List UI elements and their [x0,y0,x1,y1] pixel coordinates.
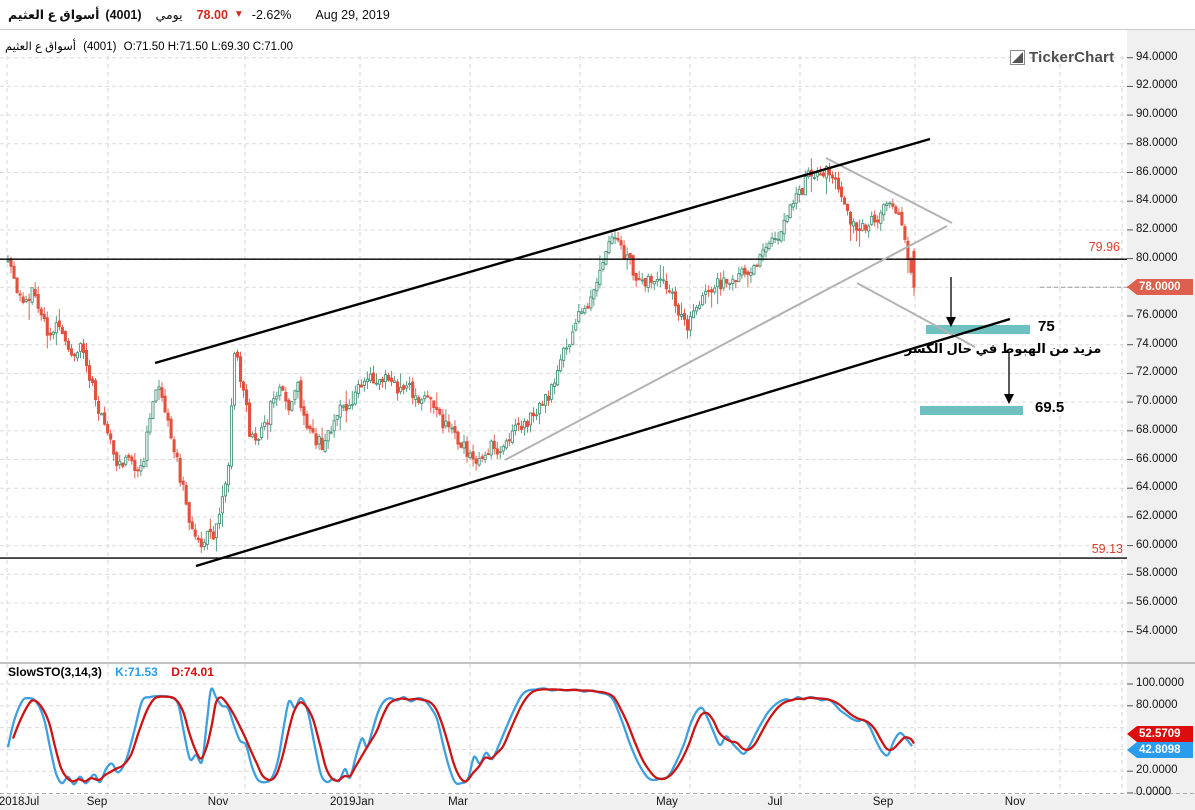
time-axis-label: Nov [1004,796,1026,808]
breakdown-note: مزيد من الهبوط في حال الكسر [904,341,1102,356]
time-axis-label: Sep [872,796,894,808]
tickerchart-logo-icon [1010,50,1025,65]
stoch-tick-label: 0.0000 [1136,786,1172,798]
price-tick-label: 72.0000 [1136,366,1178,379]
stoch-name: SlowSTO(3,14,3) [8,665,102,679]
price-tick-label: 60.0000 [1136,538,1178,551]
price-tick-label: 76.0000 [1136,309,1178,321]
stoch-k-badge: 42.8098 [1127,742,1193,758]
time-axis-label: 2018Jul [0,796,40,808]
chart-symbol-name: أسواق ع العثيم [5,41,76,53]
stoch-d-value: D:74.01 [171,665,214,679]
price-tick-label: 66.0000 [1136,452,1178,465]
last-price: 78.00 [196,7,228,22]
price-tick-label: 58.0000 [1136,567,1178,580]
price-tick-label: 68.0000 [1136,423,1178,436]
ohlc-readout: O:71.50 H:71.50 L:69.30 C:71.00 [123,41,294,53]
support-level-label: 59.13 [1091,542,1123,556]
price-tick-label: 70.0000 [1136,395,1178,408]
time-axis-label: Mar [448,796,468,808]
stoch-tick-label: 80.0000 [1136,698,1178,711]
stoch-header: SlowSTO(3,14,3) K:71.53 D:74.01 [8,665,214,679]
time-axis-label: May [656,796,678,808]
time-axis-label: Jul [767,796,783,808]
symbol-code: (4001) [105,7,142,22]
time-axis-label: Nov [207,796,229,808]
price-tick-label: 80.0000 [1136,251,1178,264]
price-tick-label: 94.0000 [1136,50,1178,63]
price-tick-label: 92.0000 [1136,79,1178,92]
top-info-bar: أسواق ع العثيم (4001) يومي 78.00 ▼ -2.62… [0,0,1195,30]
price-tick-label: 64.0000 [1136,481,1178,494]
time-axis-label: Sep [86,796,108,808]
price-tick-label: 62.0000 [1136,509,1178,522]
last-price-badge: 78.0000 [1127,279,1193,295]
price-tick-label: 88.0000 [1136,136,1178,149]
price-tick-label: 84.0000 [1136,194,1178,207]
chart-symbol-code: (4001) [83,41,117,53]
stoch-k-value: K:71.53 [115,665,158,679]
period-label: يومي [155,8,183,22]
symbol-name: أسواق ع العثيم [8,8,100,22]
change-percent: -2.62% [251,7,292,22]
chart-title: أسواق ع العثيم (4001) O:71.50 H:71.50 L:… [5,39,293,53]
target-69-5-label: 69.5 [1035,399,1065,416]
date-label: Aug 29, 2019 [315,7,390,22]
price-tick-label: 54.0000 [1136,624,1178,637]
resistance-level-label: 79.96 [1088,240,1120,254]
stoch-tick-label: 100.0000 [1136,677,1184,689]
down-arrow-icon: ▼ [233,9,244,20]
price-tick-label: 74.0000 [1136,337,1178,350]
tickerchart-watermark: TickerChart [1010,49,1114,66]
time-axis-label: 2019Jan [329,796,375,808]
stoch-d-badge: 52.5709 [1127,726,1193,742]
price-tick-label: 82.0000 [1136,222,1178,235]
price-tick-label: 86.0000 [1136,165,1178,178]
target-75-label: 75 [1038,318,1055,335]
stoch-k-line [6,687,913,786]
stoch-d-line [11,688,915,783]
watermark-text: TickerChart [1029,49,1115,66]
stoch-tick-label: 20.0000 [1136,764,1178,777]
price-tick-label: 90.0000 [1136,108,1178,121]
price-tick-label: 56.0000 [1136,596,1178,608]
